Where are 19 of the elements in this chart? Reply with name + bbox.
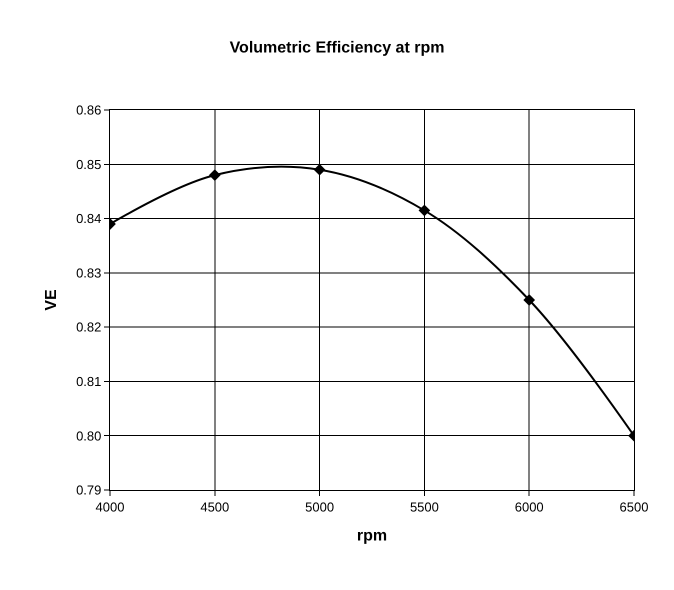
y-tick-label: 0.80 [76,428,102,444]
x-tick-label: 5000 [305,500,334,515]
x-tick-label: 6500 [620,500,648,515]
y-tick-label: 0.86 [76,102,102,118]
y-tick-label: 0.79 [76,482,102,498]
y-tick-label: 0.82 [76,320,102,335]
y-tick-label: 0.85 [76,156,102,172]
chart-title: Volumetric Efficiency at rpm [230,40,444,56]
x-tick-label: 4500 [200,500,230,515]
x-axis-title: rpm [356,527,388,544]
y-tick-label: 0.81 [76,374,102,389]
x-tick-label: 5500 [410,500,439,515]
point [418,204,430,216]
x-tick-label: 6000 [514,500,544,515]
y-tick-label: 0.84 [76,211,102,226]
y-axis-title: VE [42,289,60,311]
point [314,164,326,176]
x-tick-label: 4000 [96,500,124,515]
y-tick-label: 0.83 [76,265,102,280]
